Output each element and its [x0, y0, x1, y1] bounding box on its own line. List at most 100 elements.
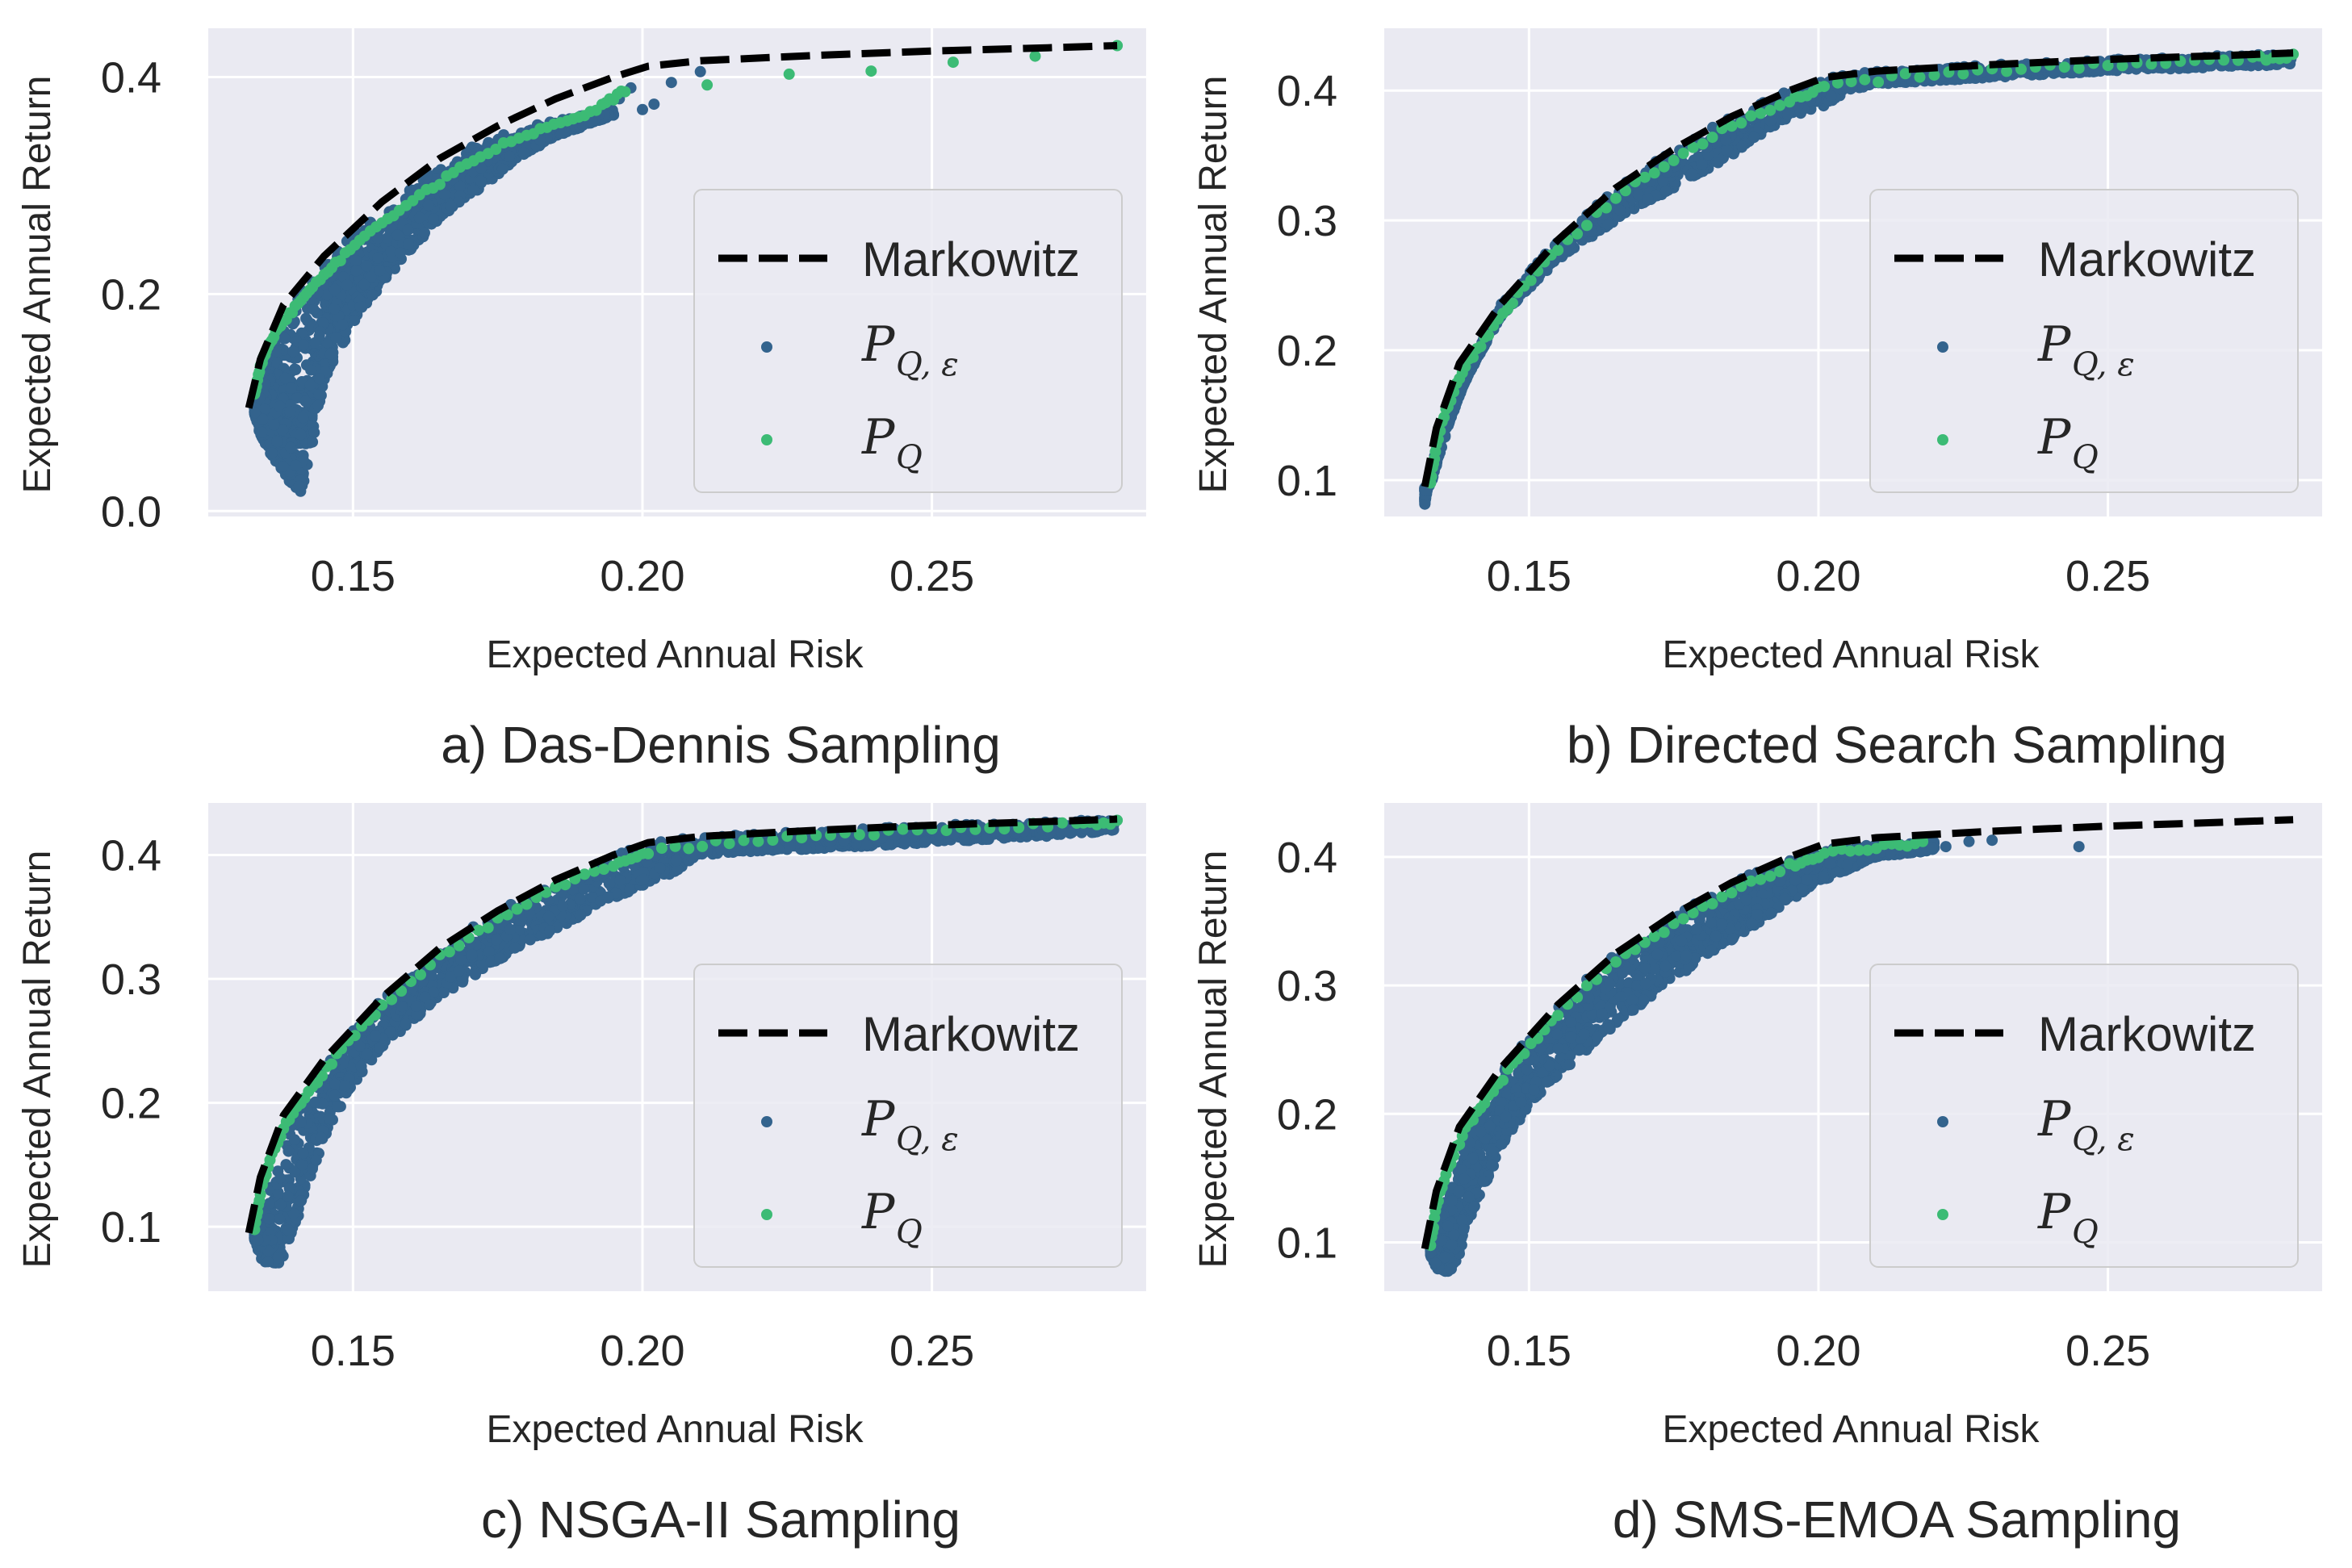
p-q-eps-point	[337, 319, 349, 331]
p-q-eps-point	[637, 103, 648, 115]
p-q-eps-point	[313, 373, 325, 385]
p-q-eps-point	[317, 317, 329, 329]
p-q-eps-point	[297, 339, 309, 351]
p-q-point	[1601, 202, 1612, 214]
p-q-eps-point	[575, 909, 587, 922]
p-q-eps-point	[425, 969, 437, 981]
p-q-eps-point	[329, 1089, 341, 1102]
p-q-point	[1571, 228, 1584, 240]
x-tick-label: 0.25	[2065, 552, 2150, 600]
p-q-eps-point	[391, 229, 404, 241]
legend-p-q-eps-swatch	[1937, 341, 1948, 353]
p-q-eps-point	[274, 400, 286, 412]
p-q-eps-point	[1419, 498, 1431, 510]
p-q-point	[783, 68, 795, 80]
p-q-point	[947, 56, 959, 69]
p-q-eps-point	[469, 968, 481, 981]
p-q-eps-point	[304, 378, 316, 391]
p-q-point	[1507, 297, 1518, 309]
p-q-eps-point	[279, 332, 291, 345]
p-q-eps-point	[504, 150, 516, 162]
p-q-eps-point	[358, 278, 370, 291]
p-q-point	[1745, 110, 1757, 122]
p-q-eps-point	[555, 128, 567, 139]
p-q-eps-point	[524, 934, 536, 946]
chart-panel: 0.15 0.20 0.25 0.1 0.2 0.3 0.4 Expected Annual …	[0, 775, 1176, 1549]
p-q-eps-point	[1614, 204, 1626, 216]
p-q-point	[1687, 141, 1699, 153]
p-q-point	[1755, 107, 1767, 119]
p-q-eps-point	[257, 413, 269, 425]
p-q-eps-point	[400, 1018, 412, 1030]
x-tick-label: 0.20	[600, 552, 684, 600]
p-q-eps-point	[498, 129, 509, 141]
p-q-eps-point	[321, 289, 333, 301]
y-axis-label: Expected Annual Return	[16, 76, 59, 494]
p-q-eps-point	[1792, 99, 1804, 111]
p-q-point	[1638, 171, 1651, 183]
p-q-point	[1619, 185, 1631, 197]
x-axis-label: Expected Annual Risk	[1663, 633, 2040, 676]
legend-p-q-eps-label: P	[2037, 316, 2072, 373]
p-q-eps-point	[403, 238, 414, 250]
y-tick-label: 0.4	[1277, 67, 1337, 115]
p-q-point	[619, 86, 631, 98]
p-q-eps-point	[1685, 168, 1697, 180]
p-q-eps-point	[496, 163, 508, 175]
p-q-eps-point	[694, 65, 706, 77]
legend-p-q-label: P	[2037, 409, 2072, 466]
p-q-eps-point	[491, 934, 503, 946]
p-q-eps-point	[665, 77, 677, 89]
p-q-point	[2218, 54, 2230, 66]
p-q-eps-point	[313, 389, 325, 401]
p-q-eps-point	[1642, 193, 1654, 205]
p-q-eps-point	[349, 255, 362, 266]
series-p-q-eps	[249, 814, 1120, 1269]
y-tick-label: 0.4	[101, 54, 161, 102]
p-q-eps-point	[263, 1213, 275, 1225]
p-q-eps-point	[784, 840, 796, 852]
p-q-eps-point	[307, 436, 319, 448]
p-q-eps-point	[361, 260, 372, 272]
x-tick-label: 0.15	[311, 552, 395, 600]
markowitz-frontier-line	[245, 42, 1118, 409]
p-q-eps-point	[557, 900, 569, 912]
p-q-eps-point	[282, 1145, 295, 1157]
p-q-eps-point	[384, 1026, 396, 1038]
p-q-eps-point	[672, 863, 684, 876]
p-q-eps-point	[312, 399, 324, 412]
p-q-eps-point	[475, 175, 487, 187]
p-q-eps-point	[860, 839, 873, 851]
p-q-eps-point	[296, 376, 308, 387]
p-q-eps-point	[371, 232, 383, 245]
p-q-eps-point	[280, 1159, 292, 1171]
legend-p-q-swatch	[761, 434, 772, 445]
p-q-eps-point	[574, 893, 586, 905]
legend-p-q-eps-subscript: Q, ε	[896, 346, 959, 383]
p-q-eps-point	[293, 480, 305, 492]
p-q-point	[490, 144, 502, 155]
p-q-eps-point	[308, 426, 320, 438]
p-q-eps-point	[290, 459, 302, 471]
p-q-eps-point	[485, 955, 497, 968]
p-q-eps-point	[1906, 75, 1918, 87]
markowitz-frontier-line	[1421, 49, 2294, 487]
p-q-eps-point	[277, 461, 289, 472]
p-q-eps-point	[1720, 134, 1732, 146]
p-q-eps-point	[324, 348, 337, 360]
p-q-eps-point	[413, 211, 425, 224]
p-q-eps-point	[381, 232, 393, 245]
legend-p-q-eps-label: P	[861, 316, 896, 373]
p-q-point	[1658, 161, 1670, 173]
p-q-point	[1467, 351, 1479, 363]
p-q-point	[1726, 120, 1738, 132]
p-q-eps-point	[374, 1042, 386, 1054]
p-q-eps-point	[648, 98, 660, 111]
p-q-point	[2058, 61, 2070, 73]
p-q-point	[1483, 329, 1495, 341]
p-q-eps-point	[1721, 144, 1733, 157]
subplot-caption: b) Directed Search Sampling	[1567, 716, 2227, 774]
p-q-eps-point	[305, 364, 317, 376]
